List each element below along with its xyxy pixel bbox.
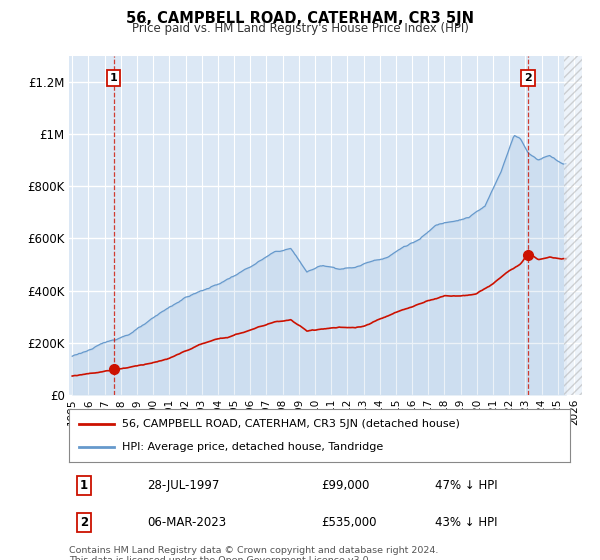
Text: Price paid vs. HM Land Registry's House Price Index (HPI): Price paid vs. HM Land Registry's House …	[131, 22, 469, 35]
Text: 1: 1	[110, 73, 118, 83]
Text: 43% ↓ HPI: 43% ↓ HPI	[435, 516, 497, 529]
Text: 2: 2	[524, 73, 532, 83]
Text: 56, CAMPBELL ROAD, CATERHAM, CR3 5JN: 56, CAMPBELL ROAD, CATERHAM, CR3 5JN	[126, 11, 474, 26]
Text: 06-MAR-2023: 06-MAR-2023	[147, 516, 226, 529]
Text: £99,000: £99,000	[321, 479, 370, 492]
Text: 2: 2	[80, 516, 88, 529]
Text: Contains HM Land Registry data © Crown copyright and database right 2024.
This d: Contains HM Land Registry data © Crown c…	[69, 546, 439, 560]
Text: 28-JUL-1997: 28-JUL-1997	[147, 479, 220, 492]
Text: 1: 1	[80, 479, 88, 492]
Text: 56, CAMPBELL ROAD, CATERHAM, CR3 5JN (detached house): 56, CAMPBELL ROAD, CATERHAM, CR3 5JN (de…	[122, 419, 460, 429]
Text: 47% ↓ HPI: 47% ↓ HPI	[435, 479, 497, 492]
Text: £535,000: £535,000	[321, 516, 377, 529]
Text: HPI: Average price, detached house, Tandridge: HPI: Average price, detached house, Tand…	[122, 442, 383, 452]
